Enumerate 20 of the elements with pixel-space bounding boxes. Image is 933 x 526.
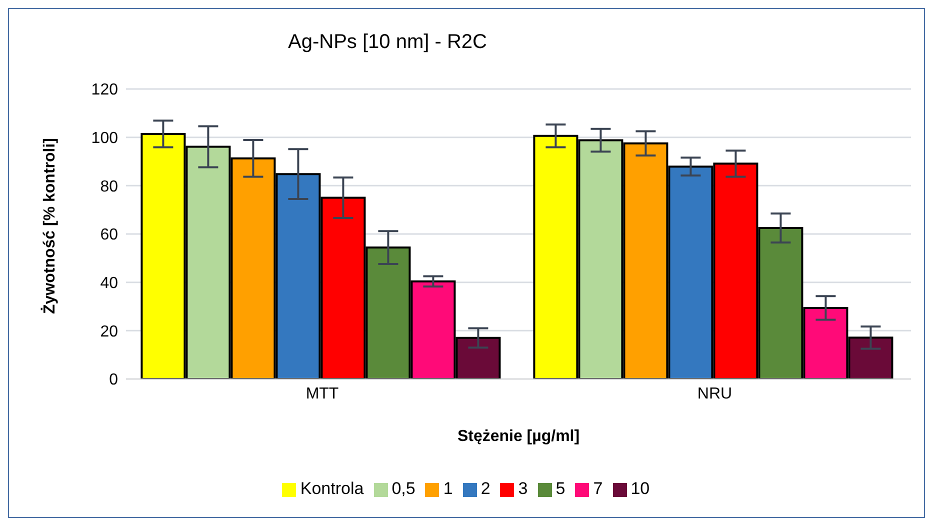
legend-label: 1: [443, 479, 453, 498]
legend-label: 7: [593, 479, 603, 498]
legend-label: 3: [518, 479, 528, 498]
x-axis-title: Stężenie [µg/ml]: [457, 428, 580, 445]
legend-label: Kontrola: [300, 479, 364, 498]
x-tick-label: NRU: [697, 385, 732, 402]
legend-label: 0,5: [392, 479, 416, 498]
y-tick-label: 80: [100, 178, 118, 196]
y-axis-title: Żywotność [% kontroli]: [40, 138, 59, 314]
y-tick-label: 40: [100, 275, 118, 292]
y-tick-label: 100: [91, 130, 118, 148]
y-tick-label: 20: [100, 323, 118, 340]
y-tick-label: 0: [109, 372, 118, 389]
legend-label: 2: [480, 479, 490, 498]
legend-label: 5: [556, 479, 566, 498]
y-tick-label: 120: [91, 82, 118, 99]
x-tick-label: MTT: [306, 385, 339, 402]
legend-label: 10: [630, 479, 650, 498]
y-tick-label: 60: [100, 226, 118, 244]
chart-title: Ag-NPs [10 nm] - R2C: [288, 31, 487, 54]
